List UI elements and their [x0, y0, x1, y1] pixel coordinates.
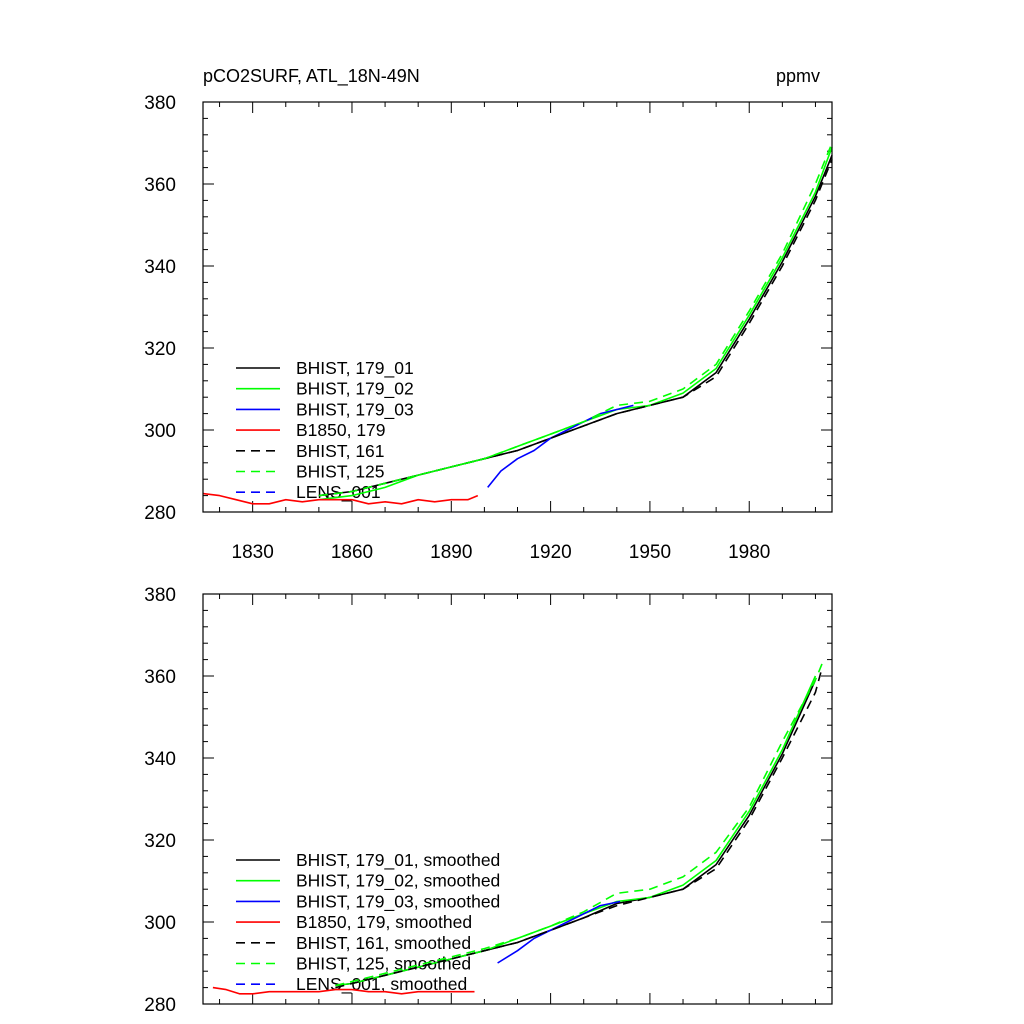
series-line — [318, 159, 833, 497]
series-line — [212, 986, 475, 995]
legend-label: BHIST, 179_03 — [296, 399, 414, 420]
plot-frame — [202, 101, 833, 513]
y-tick-label: 320 — [144, 339, 176, 360]
series-line — [318, 146, 833, 501]
series-line — [202, 492, 479, 505]
y-tick-label: 300 — [144, 913, 176, 934]
legend-label: BHIST, 125 — [296, 462, 385, 482]
series-line — [318, 142, 833, 497]
bottom-panel: 280 300 320 340 360 380 BHIST, 179_01, smoothe… — [144, 585, 833, 1016]
series-line — [487, 404, 634, 488]
legend-label: BHIST, 179_02 — [296, 379, 414, 400]
y-tick-label: 380 — [144, 585, 176, 606]
series-line — [497, 900, 621, 964]
x-tick-label: 1830 — [232, 542, 274, 563]
y-tick-label: 300 — [144, 421, 176, 442]
legend-label: BHIST, 125, smoothed — [296, 954, 471, 974]
x-tick-label: 1920 — [529, 542, 571, 563]
y-tick-label: 360 — [144, 175, 176, 196]
x-tick-label: 1980 — [728, 542, 770, 563]
plot-title: pCO2SURF, ATL_18N-49N — [203, 66, 420, 87]
legend-label: B1850, 179, smoothed — [296, 912, 472, 932]
top-panel: 280 300 320 340 360 380 1830 1860 1890 1920 1950 19… — [144, 93, 833, 563]
legend-label: B1850, 179 — [296, 420, 386, 440]
x-tick-label: 1950 — [629, 542, 671, 563]
series-line — [335, 667, 823, 989]
units-label: ppmv — [776, 66, 820, 86]
x-tick-label: 1860 — [331, 542, 373, 563]
legend-label: BHIST, 161, smoothed — [296, 933, 471, 953]
y-tick-label: 280 — [144, 995, 176, 1016]
legend-label: BHIST, 179_03, smoothed — [296, 891, 500, 912]
legend-label: BHIST, 179_01 — [296, 358, 414, 379]
legend-label: BHIST, 179_02, smoothed — [296, 871, 500, 892]
y-tick-label: 380 — [144, 93, 176, 114]
y-tick-label: 340 — [144, 749, 176, 770]
legend-label: BHIST, 179_01, smoothed — [296, 850, 500, 871]
y-tick-label: 280 — [144, 503, 176, 524]
y-tick-label: 320 — [144, 831, 176, 852]
series-line — [318, 154, 833, 497]
series-line — [335, 663, 823, 987]
plot-frame — [202, 593, 833, 1005]
x-tick-label: 1890 — [430, 542, 472, 563]
y-tick-label: 340 — [144, 257, 176, 278]
legend-label: BHIST, 161 — [296, 441, 385, 461]
y-tick-label: 360 — [144, 667, 176, 688]
